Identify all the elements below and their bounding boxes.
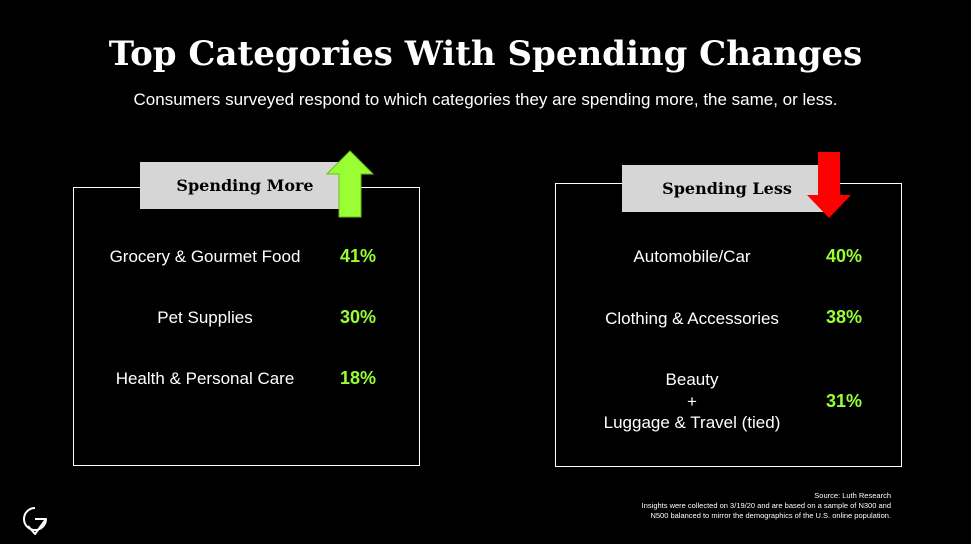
list-item-value: 38% <box>826 307 863 327</box>
list-item-label: + <box>687 392 697 411</box>
source-note: Source: Luth Research Insights were coll… <box>471 491 891 521</box>
page-title: Top Categories With Spending Changes <box>108 34 863 74</box>
list-item-label: Pet Supplies <box>157 308 253 327</box>
list-item-label: Health & Personal Care <box>115 369 295 388</box>
list-item-label: Automobile/Car <box>633 247 751 266</box>
list-item-value: 30% <box>340 307 377 327</box>
list-item-value: 40% <box>826 246 863 266</box>
list-item-value: 41% <box>340 246 377 266</box>
list-item-value: 18% <box>340 368 377 388</box>
list-item-value: 31% <box>826 391 863 411</box>
list-item-label: Grocery & Gourmet Food <box>109 247 301 266</box>
list-item-label: Luggage & Travel (tied) <box>603 413 781 432</box>
spending-less-heading: Spending Less <box>622 165 832 212</box>
list-item-label: Clothing & Accessories <box>605 309 779 328</box>
source-line: Insights were collected on 3/19/20 and a… <box>641 501 891 510</box>
page-subtitle: Consumers surveyed respond to which cate… <box>133 90 838 109</box>
source-line: Source: Luth Research <box>814 491 891 500</box>
brand-logo-icon <box>23 507 47 535</box>
spending-more-heading: Spending More <box>140 162 350 209</box>
list-item-label: Beauty <box>665 370 719 389</box>
down-arrow-icon <box>807 152 851 218</box>
up-arrow-icon <box>326 150 374 218</box>
source-line: N500 balanced to mirror the demographics… <box>650 511 891 520</box>
